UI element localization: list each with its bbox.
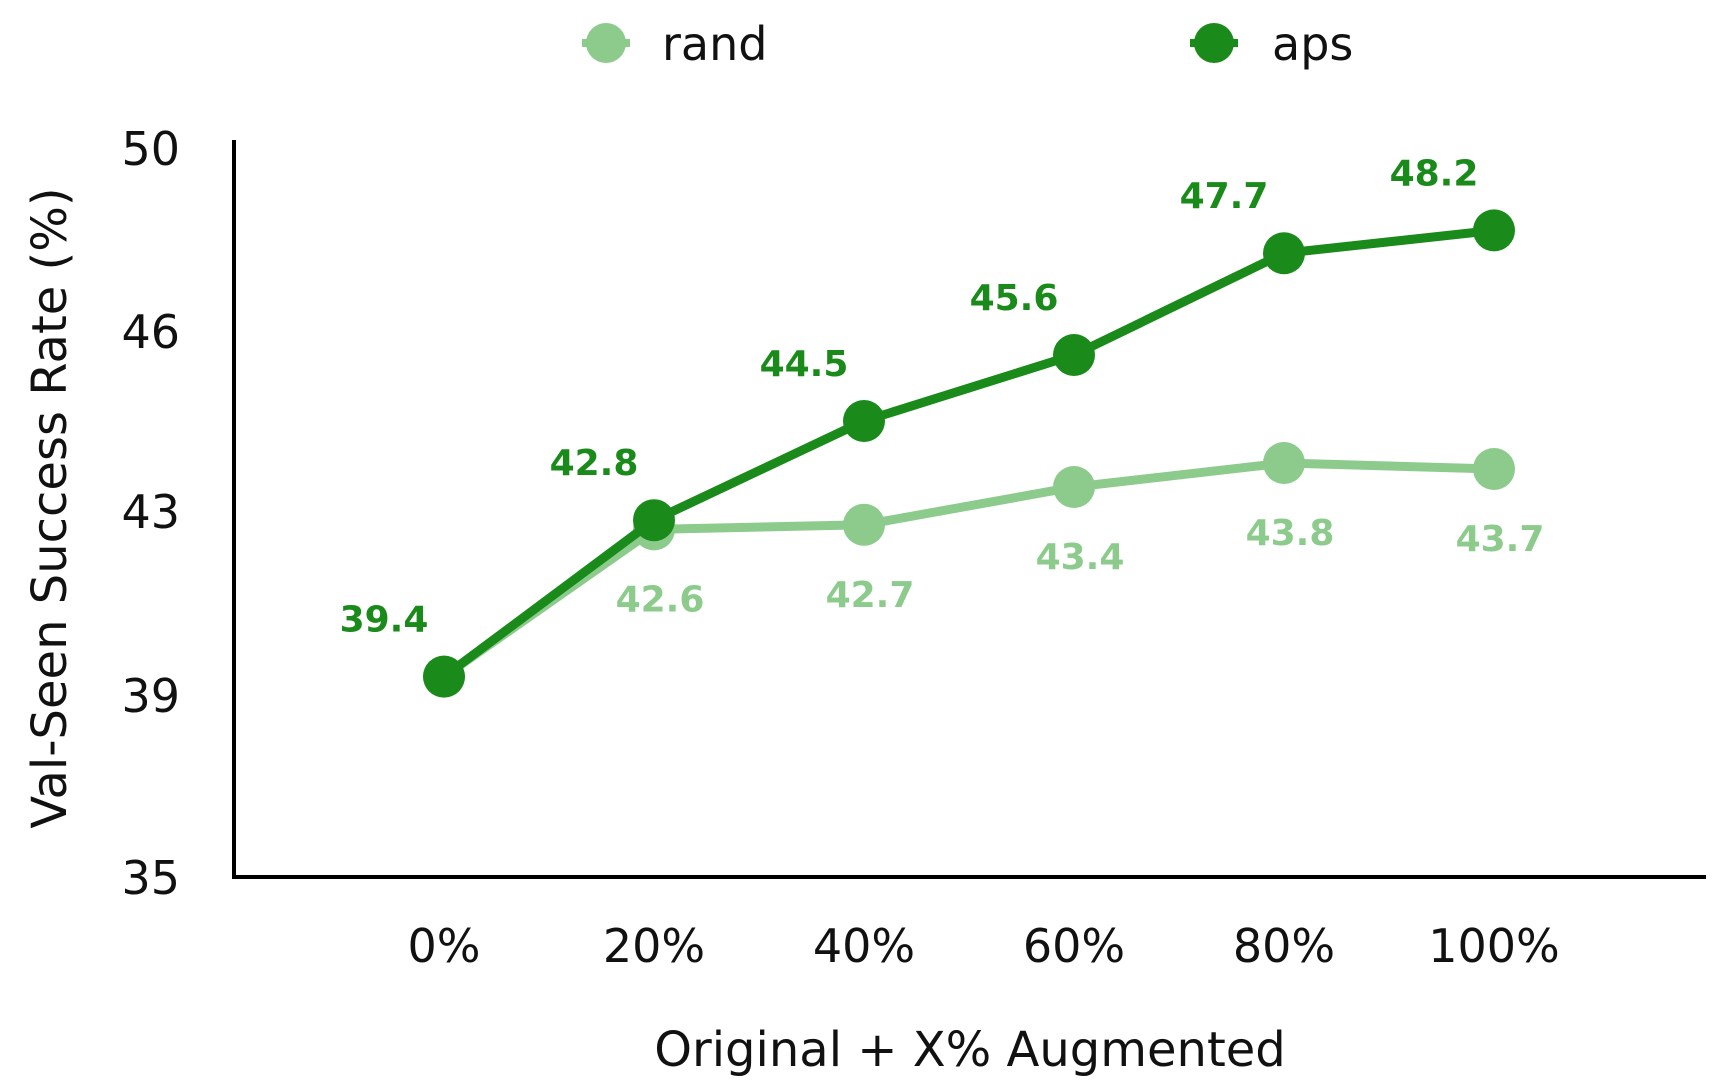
y-tick-label: 39 [121, 669, 180, 723]
legend-swatch-marker-rand [586, 23, 626, 63]
data-point-aps [423, 655, 465, 698]
x-tick-label: 0% [408, 919, 481, 973]
x-tick-label: 80% [1233, 919, 1335, 973]
y-tick-label: 43 [121, 485, 180, 539]
data-label-aps: 47.7 [1180, 176, 1269, 217]
data-point-aps [843, 400, 885, 442]
data-point-rand [1263, 442, 1305, 484]
series-line-aps [441, 225, 1495, 681]
legend-swatch-marker-aps [1194, 23, 1234, 63]
data-point-aps [1473, 209, 1515, 252]
data-label-rand: 42.7 [826, 575, 915, 616]
x-tick-label: 20% [603, 919, 705, 973]
x-tick-label: 60% [1023, 919, 1125, 973]
data-point-rand [843, 503, 885, 546]
x-axis-title: Original + X% Augmented [654, 1022, 1286, 1078]
y-tick-labels: 35 39 43 46 50 [121, 122, 180, 905]
legend-label-rand: rand [662, 17, 767, 71]
y-tick-label: 46 [121, 305, 180, 359]
legend-item-rand: rand [582, 17, 767, 71]
y-tick-label: 50 [121, 122, 180, 176]
legend-label-aps: aps [1272, 17, 1353, 71]
series-aps: 39.4 42.8 44.5 45.6 47.7 48.2 [340, 153, 1515, 698]
data-point-aps [1263, 232, 1305, 275]
plot-area: 42.6 42.7 43.4 43.8 43.7 39.4 42.8 44.5 45.6 47.7… [340, 153, 1545, 698]
y-axis-title: Val-Seen Success Rate (%) [22, 187, 78, 828]
data-label-aps: 44.5 [760, 344, 849, 385]
data-point-aps [1053, 334, 1095, 376]
data-point-rand [1053, 466, 1095, 508]
data-point-rand [1473, 448, 1515, 490]
y-tick-label: 35 [121, 851, 180, 905]
data-label-rand: 43.7 [1456, 519, 1545, 560]
data-label-rand: 43.4 [1036, 537, 1125, 578]
x-tick-label: 100% [1428, 919, 1560, 973]
data-label-aps: 48.2 [1390, 153, 1479, 194]
x-tick-labels: 0% 20% 40% 60% 80% 100% [408, 919, 1560, 973]
legend: rand aps [582, 17, 1353, 71]
legend-item-aps: aps [1190, 17, 1353, 71]
data-label-rand: 42.6 [616, 579, 705, 620]
series-line-rand [441, 458, 1495, 681]
data-label-aps: 39.4 [340, 600, 429, 641]
data-label-aps: 45.6 [970, 278, 1059, 319]
data-label-rand: 43.8 [1246, 513, 1335, 554]
data-label-aps: 42.8 [550, 443, 639, 484]
x-tick-label: 40% [813, 919, 915, 973]
data-point-aps [633, 499, 675, 542]
